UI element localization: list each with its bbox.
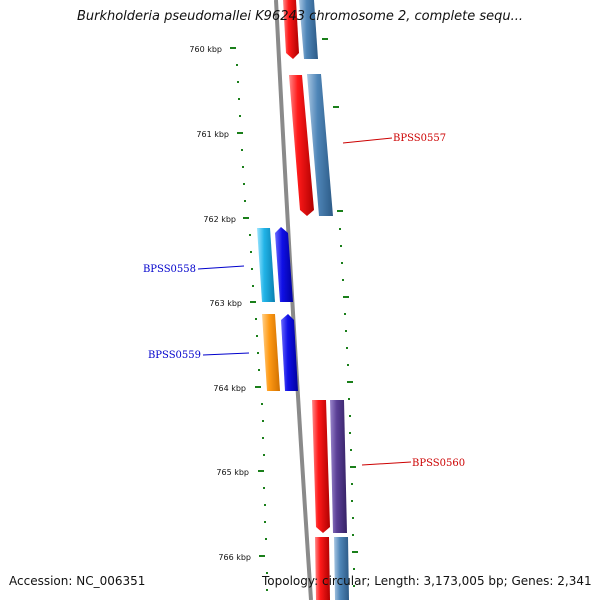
major-tick (259, 555, 265, 557)
minor-tick (353, 585, 355, 587)
minor-tick (251, 268, 253, 270)
connector-line (342, 137, 393, 144)
minor-tick (350, 449, 352, 451)
accession-text: Accession: NC_006351 (9, 574, 146, 588)
minor-tick (340, 245, 342, 247)
gene-labels[interactable]: BPSS0557 BPSS0558 BPSS0559 BPSS0560 (143, 133, 465, 469)
map-title: Burkholderia pseudomallei K96243 chromos… (76, 9, 524, 24)
gene-bar-cyan[interactable] (257, 228, 275, 302)
connector-line (202, 352, 250, 356)
gene-bar-steelblue[interactable] (299, 0, 318, 59)
tick-label: 763 kbp (209, 299, 242, 308)
major-tick (250, 301, 256, 303)
minor-tick (263, 487, 265, 489)
minor-tick (322, 38, 328, 40)
gene-arrow-blue[interactable] (275, 227, 293, 302)
minor-tick (345, 330, 347, 332)
gene-bar-steelblue[interactable] (334, 537, 349, 600)
minor-tick (262, 437, 264, 439)
minor-tick (239, 115, 241, 117)
minor-tick (263, 454, 265, 456)
minor-tick (264, 521, 266, 523)
minor-tick (352, 551, 358, 553)
gene-label-bpss0557[interactable]: BPSS0557 (393, 133, 446, 144)
connector-line (361, 461, 412, 466)
minor-tick (351, 483, 353, 485)
minor-tick (242, 166, 244, 168)
gene-label-connectors (197, 137, 412, 466)
minor-tick (237, 81, 239, 83)
tick-label: 765 kbp (216, 468, 249, 477)
minor-tick (255, 318, 257, 320)
sequence-summary: Topology: circular; Length: 3,173,005 bp… (262, 574, 592, 588)
minor-tick (243, 183, 245, 185)
minor-tick (339, 228, 341, 230)
minor-tick (258, 369, 260, 371)
tick-label: 761 kbp (196, 130, 229, 139)
major-tick (258, 470, 264, 472)
minor-tick (352, 517, 354, 519)
minor-tick (257, 352, 259, 354)
minor-tick (256, 335, 258, 337)
minor-tick (249, 234, 251, 236)
major-tick (230, 47, 236, 49)
minor-tick (250, 251, 252, 253)
minor-tick (238, 98, 240, 100)
minor-tick (349, 415, 351, 417)
minor-tick (352, 534, 354, 536)
tick-label: 764 kbp (213, 384, 246, 393)
major-tick (255, 386, 261, 388)
minor-tick (347, 364, 349, 366)
gene-bar-orange[interactable] (262, 314, 280, 391)
minor-tick (266, 589, 268, 591)
major-tick (237, 132, 243, 134)
gene-label-bpss0560[interactable]: BPSS0560 (412, 458, 465, 469)
minor-tick (252, 285, 254, 287)
gene-arrow-red[interactable] (312, 400, 330, 533)
minor-tick (333, 106, 339, 108)
minor-tick (265, 538, 267, 540)
major-tick (243, 217, 249, 219)
tick-labels: 760 kbp 761 kbp 762 kbp 763 kbp 764 kbp … (189, 45, 251, 562)
tick-label: 762 kbp (203, 215, 236, 224)
minor-tick (341, 262, 343, 264)
minor-tick (262, 420, 264, 422)
gene-bar-purple[interactable] (330, 400, 347, 533)
minor-tick (346, 347, 348, 349)
minor-tick (347, 381, 353, 383)
minor-tick (344, 313, 346, 315)
gene-features[interactable] (257, 0, 349, 600)
minor-tick (261, 403, 263, 405)
minor-tick (350, 466, 356, 468)
tick-label: 766 kbp (218, 553, 251, 562)
minor-tick (337, 210, 343, 212)
tick-marks (230, 38, 358, 591)
minor-tick (348, 398, 350, 400)
tick-label: 760 kbp (189, 45, 222, 54)
gene-label-bpss0559[interactable]: BPSS0559 (148, 350, 201, 361)
minor-tick (353, 568, 355, 570)
minor-tick (342, 279, 344, 281)
minor-tick (244, 200, 246, 202)
minor-tick (266, 572, 268, 574)
gene-arrow-red[interactable] (283, 0, 299, 59)
gene-arrow-red[interactable] (289, 75, 314, 216)
gene-label-bpss0558[interactable]: BPSS0558 (143, 264, 196, 275)
gene-bar-steelblue[interactable] (307, 74, 333, 216)
minor-tick (241, 149, 243, 151)
minor-tick (343, 296, 349, 298)
gene-arrow-blue[interactable] (281, 314, 298, 391)
gene-bar-red[interactable] (315, 537, 330, 600)
minor-tick (236, 64, 238, 66)
minor-tick (264, 504, 266, 506)
minor-tick (351, 500, 353, 502)
connector-line (197, 265, 245, 270)
minor-tick (349, 432, 351, 434)
